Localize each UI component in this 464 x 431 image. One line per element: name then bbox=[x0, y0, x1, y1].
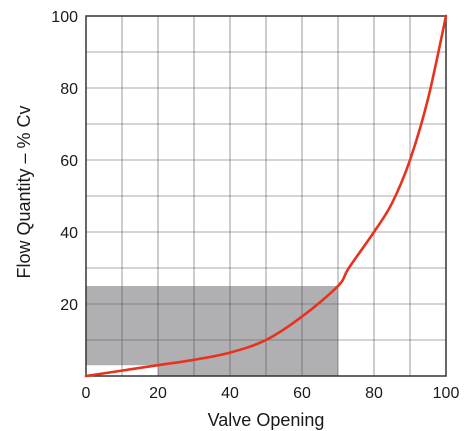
y-axis-label: Flow Quantity – % Cv bbox=[14, 105, 34, 278]
y-tick-label: 40 bbox=[60, 225, 78, 242]
shaded-area bbox=[86, 286, 338, 376]
series bbox=[84, 14, 448, 378]
grid bbox=[86, 16, 446, 376]
x-tick-label: 0 bbox=[82, 385, 91, 402]
x-tick-label: 40 bbox=[221, 385, 239, 402]
x-tick-label: 60 bbox=[293, 385, 311, 402]
y-tick-label: 60 bbox=[60, 153, 78, 170]
highlight-region bbox=[86, 286, 338, 376]
x-tick-label: 20 bbox=[149, 385, 167, 402]
y-tick-label: 20 bbox=[60, 297, 78, 314]
tick-labels: 0 20 40 60 80 100 20 40 60 80 100 bbox=[51, 9, 459, 402]
x-tick-label: 100 bbox=[433, 385, 460, 402]
x-axis-label: Valve Opening bbox=[208, 410, 325, 430]
series-line bbox=[84, 14, 448, 378]
y-tick-label: 100 bbox=[51, 9, 78, 26]
y-tick-label: 80 bbox=[60, 81, 78, 98]
plot-frame bbox=[85, 15, 447, 377]
x-tick-label: 80 bbox=[365, 385, 383, 402]
